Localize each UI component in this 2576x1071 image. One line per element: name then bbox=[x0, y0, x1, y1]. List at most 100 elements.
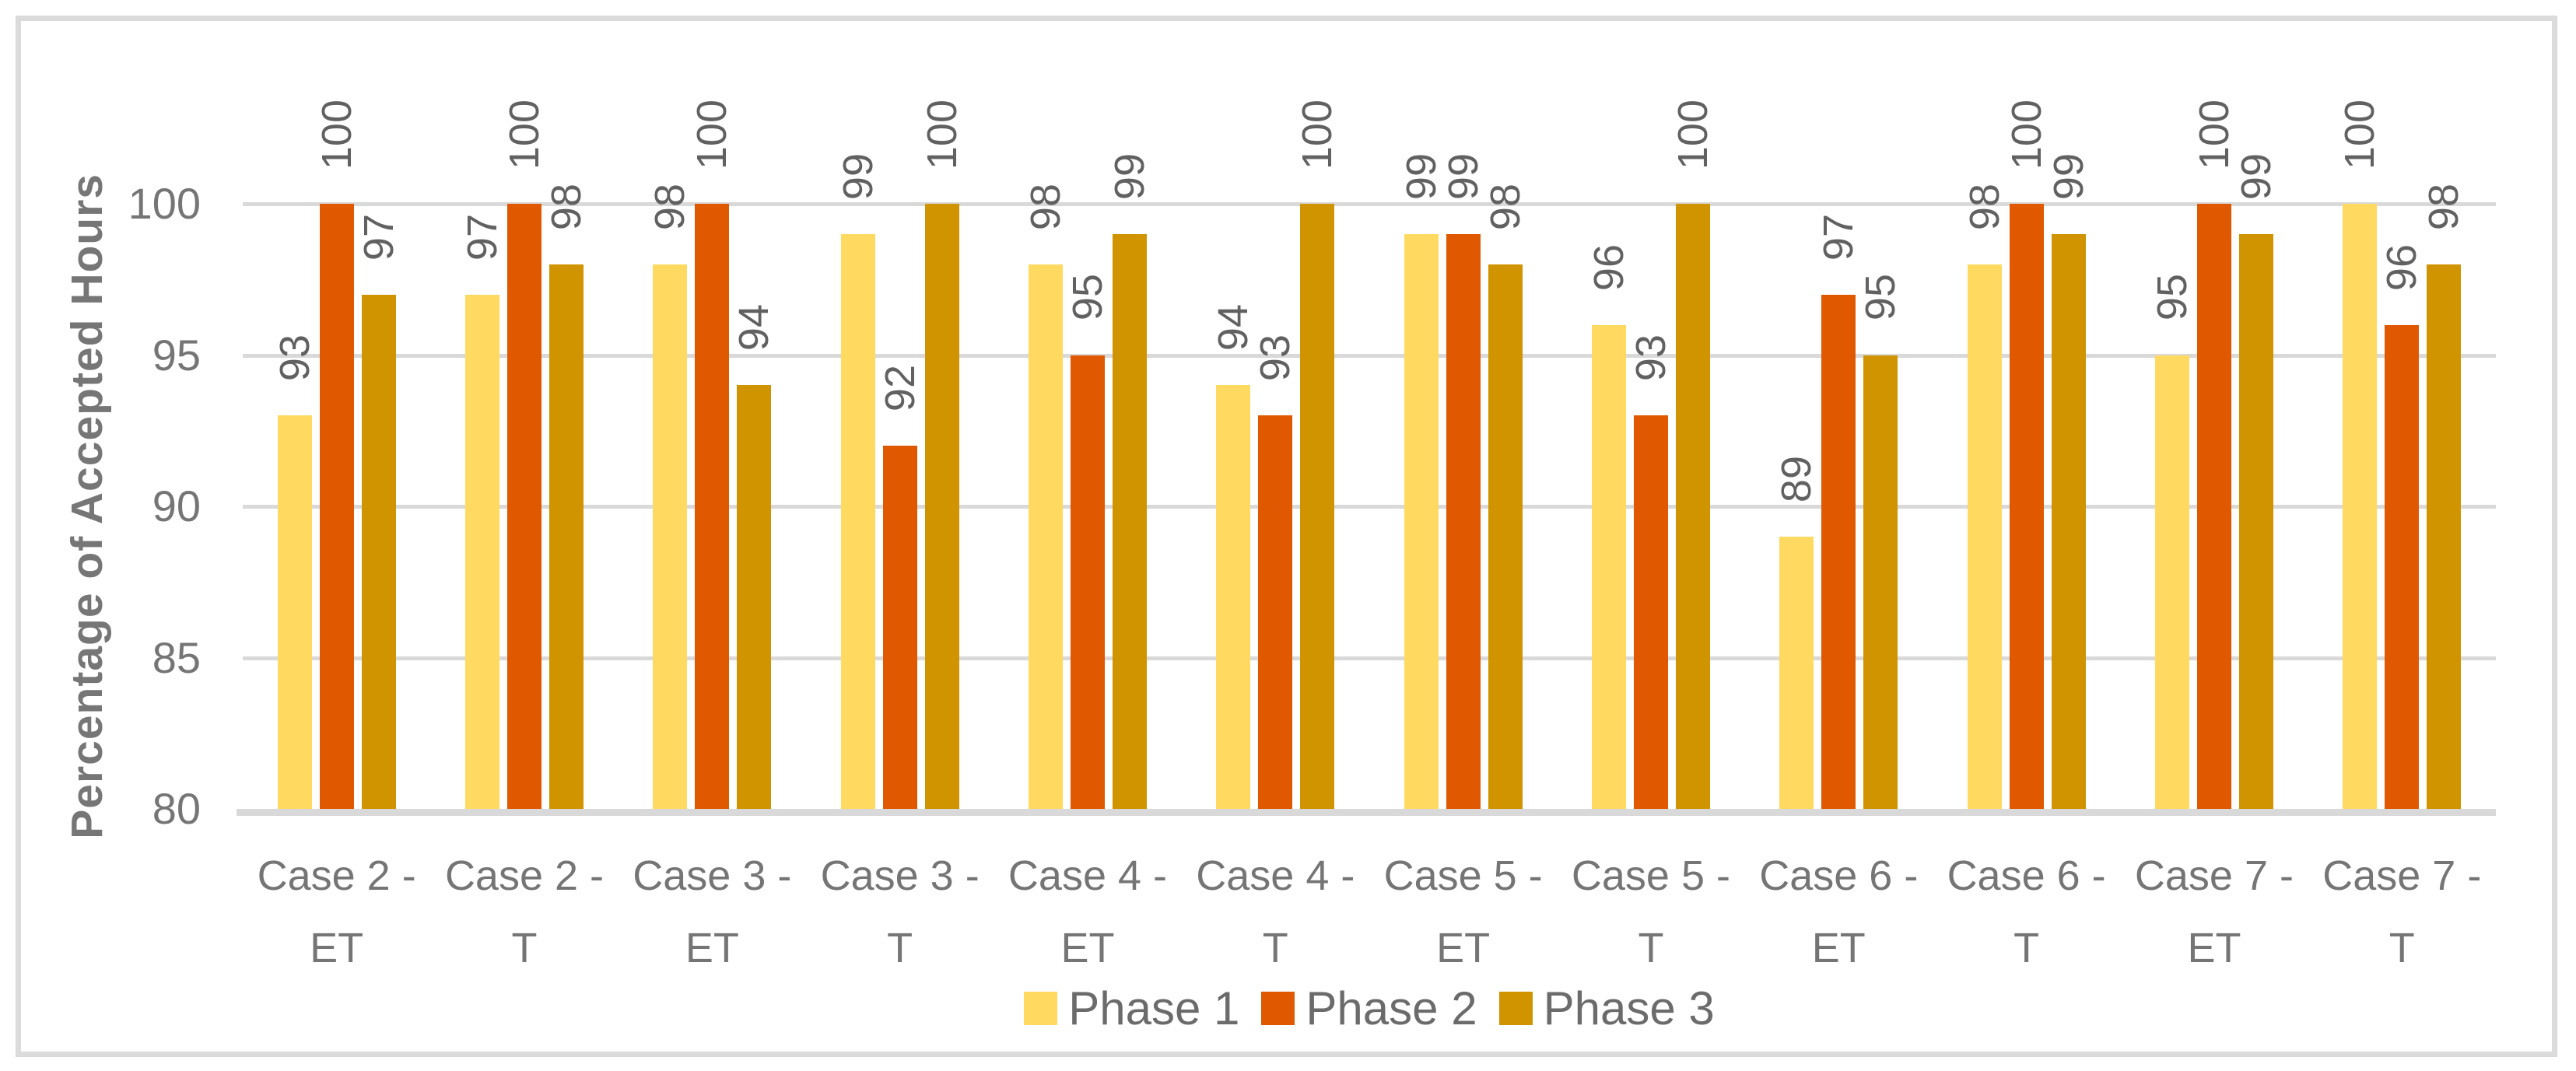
y-tick-label: 85 bbox=[152, 632, 201, 682]
legend-item-label: Phase 3 bbox=[1543, 982, 1715, 1034]
plot-area: 93 100 97 97 100 98 98 100 94 99 92 100 98 95 99 94 93 10… bbox=[237, 100, 2496, 816]
bar bbox=[924, 204, 959, 809]
bar bbox=[1404, 233, 1439, 809]
bar-value-label: 96 bbox=[2378, 243, 2426, 291]
bar-value-label: 98 bbox=[1022, 183, 1069, 230]
legend-swatch bbox=[1261, 991, 1295, 1025]
bar-column: 95 bbox=[1857, 204, 1905, 809]
bar-column: 100 bbox=[2003, 100, 2050, 809]
bar-group: 98 100 94 bbox=[619, 100, 806, 809]
x-category-label: Case 7 - ET bbox=[2134, 852, 2294, 971]
bar-value-label: 95 bbox=[1064, 274, 1111, 321]
bar-column: 98 bbox=[647, 184, 693, 809]
bar-column: 99 bbox=[2045, 153, 2092, 809]
x-category-label: Case 5 -T bbox=[1571, 852, 1730, 971]
y-axis-tick-labels: 80 85 90 95 100 bbox=[0, 179, 201, 833]
x-category-label: Case 6 - ET bbox=[1759, 852, 1919, 971]
bar bbox=[548, 264, 584, 809]
legend-item: Phase 3 bbox=[1498, 982, 1715, 1035]
bar-value-label: 98 bbox=[2420, 183, 2468, 230]
bar bbox=[506, 204, 541, 809]
bar bbox=[1112, 233, 1147, 809]
bar-column: 89 bbox=[1773, 204, 1821, 809]
bar bbox=[2196, 204, 2231, 809]
y-tick-label: 100 bbox=[128, 179, 201, 228]
bar-value-label: 98 bbox=[542, 183, 590, 230]
bar bbox=[695, 204, 730, 809]
bar-column: 96 bbox=[2378, 204, 2426, 809]
bar bbox=[1216, 385, 1251, 809]
x-category-label: Case 4 -T bbox=[1196, 852, 1355, 971]
bar-group: 93 100 97 bbox=[243, 100, 430, 809]
bar-value-label: 100 bbox=[1669, 99, 1716, 170]
bar-value-label: 100 bbox=[918, 99, 966, 170]
legend-item: Phase 2 bbox=[1261, 982, 1477, 1035]
bar-value-label: 89 bbox=[1773, 455, 1821, 502]
bar-value-label: 92 bbox=[876, 365, 924, 412]
bar-column: 99 bbox=[835, 153, 881, 809]
legend: Phase 1 Phase 2 Phase 3 bbox=[243, 977, 2496, 1039]
bar bbox=[1967, 264, 2002, 809]
bar bbox=[361, 294, 396, 809]
bar-value-label: 99 bbox=[1106, 152, 1153, 200]
bar-value-label: 99 bbox=[1397, 152, 1445, 200]
legend-swatch bbox=[1498, 991, 1533, 1025]
bar bbox=[1591, 324, 1626, 809]
bar bbox=[2427, 264, 2462, 809]
bar-value-label: 96 bbox=[1585, 243, 1632, 291]
x-axis-labels: Case 2 - ET Case 2 - T Case 3 - ET Case 3 - T Ca… bbox=[243, 840, 2496, 985]
bar bbox=[1258, 415, 1293, 809]
bar-column: 99 bbox=[2233, 153, 2280, 809]
legend-item-label: Phase 2 bbox=[1306, 982, 1477, 1034]
legend-item-label: Phase 1 bbox=[1068, 982, 1240, 1034]
bar-column: 96 bbox=[1585, 204, 1632, 809]
bar-group: 98 95 99 bbox=[994, 153, 1181, 809]
gridline bbox=[243, 505, 2496, 509]
bar bbox=[1300, 204, 1335, 809]
bar-column: 98 bbox=[2420, 184, 2467, 809]
gridline bbox=[243, 202, 2496, 206]
legend-item: Phase 1 bbox=[1024, 982, 1239, 1035]
bar-column: 98 bbox=[1022, 184, 1069, 809]
legend-swatch bbox=[1024, 991, 1058, 1025]
bar-column: 92 bbox=[876, 204, 924, 809]
bar-value-label: 97 bbox=[1815, 213, 1863, 261]
bar-value-label: 93 bbox=[271, 334, 318, 382]
bar bbox=[464, 294, 499, 809]
bar-column: 99 bbox=[1398, 153, 1445, 809]
bar-column: 100 bbox=[2336, 100, 2383, 809]
bar-value-label: 100 bbox=[689, 99, 736, 170]
bar bbox=[1633, 415, 1668, 809]
y-tick-label: 80 bbox=[152, 784, 201, 833]
bar-value-label: 95 bbox=[1857, 274, 1905, 321]
bar-value-label: 93 bbox=[1627, 334, 1674, 382]
bar-value-label: 99 bbox=[2045, 152, 2092, 200]
bar-column: 93 bbox=[1252, 204, 1299, 809]
bar-group: 95 100 99 bbox=[2120, 100, 2308, 809]
bar-value-label: 94 bbox=[731, 304, 778, 352]
x-category-label: Case 5 - ET bbox=[1383, 852, 1543, 971]
bar-value-label: 97 bbox=[355, 213, 402, 261]
bar-group: 96 93 100 bbox=[1557, 100, 1744, 809]
bar-column: 98 bbox=[1961, 184, 2008, 809]
bar-group: 97 100 98 bbox=[430, 100, 618, 809]
bar bbox=[840, 233, 875, 809]
bar-column: 94 bbox=[1210, 204, 1256, 809]
bar bbox=[1821, 294, 1856, 809]
gridline bbox=[243, 656, 2496, 660]
bar bbox=[1863, 355, 1898, 809]
bar-value-label: 100 bbox=[313, 99, 360, 170]
bar-value-label: 99 bbox=[2232, 152, 2280, 200]
bar-value-label: 100 bbox=[2003, 99, 2050, 170]
x-category-label: Case 3 -T bbox=[820, 852, 980, 971]
gridline bbox=[243, 353, 2496, 358]
x-category-label: Case 2 -T bbox=[444, 852, 605, 971]
bar bbox=[1779, 536, 1814, 809]
bar-value-label: 98 bbox=[1481, 183, 1529, 230]
bar-column: 93 bbox=[271, 204, 318, 809]
bar bbox=[2009, 204, 2044, 809]
bar-column: 97 bbox=[459, 204, 506, 809]
x-category-label: Case 7 -T bbox=[2322, 852, 2482, 971]
bar-value-label: 95 bbox=[2148, 274, 2196, 321]
bar-column: 100 bbox=[314, 100, 360, 809]
